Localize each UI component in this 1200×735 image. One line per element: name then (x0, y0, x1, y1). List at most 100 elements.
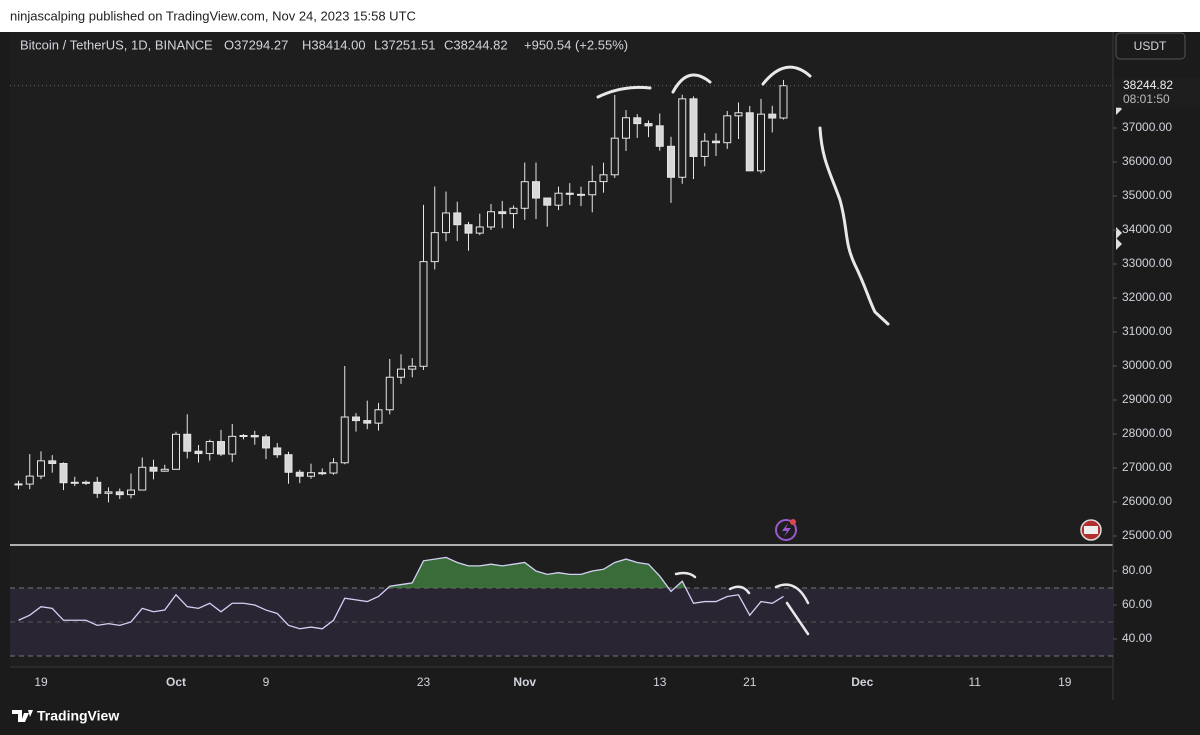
candle-body (655, 125, 664, 147)
x-tick-label: 23 (417, 675, 431, 689)
candle-body (138, 466, 147, 491)
candle-body (588, 181, 597, 196)
candle-body (374, 409, 383, 424)
legend-item: Bitcoin / TetherUS, 1D, BINANCE (20, 37, 213, 52)
candle-body (318, 472, 327, 475)
candle-body (25, 475, 34, 485)
candle-body (543, 197, 552, 206)
candle-body (205, 441, 214, 455)
candle-body (419, 261, 428, 367)
candle-body (183, 433, 192, 452)
candle-body (745, 112, 754, 172)
rsi-line (18, 556, 784, 630)
candle-body (273, 447, 282, 456)
candle-body (464, 224, 473, 234)
x-tick-label: 19 (1058, 675, 1072, 689)
candle-body (442, 212, 450, 234)
y-tick-label: 32000.00 (1122, 290, 1172, 304)
rsi-tick-label: 60.00 (1122, 597, 1152, 611)
candle-body (768, 113, 777, 119)
candle-body (633, 117, 642, 125)
candle-body (509, 207, 518, 215)
candle-body (217, 441, 225, 455)
y-tick-label: 35000.00 (1122, 188, 1172, 202)
price-pane (14, 79, 788, 503)
candle-body (408, 365, 417, 370)
x-tick-label: Dec (851, 675, 873, 689)
hand-drawing (596, 85, 652, 99)
event-icon[interactable] (775, 519, 797, 541)
y-tick-label: 30000.00 (1122, 358, 1172, 372)
candle-body (610, 137, 619, 176)
candle-body (520, 181, 529, 209)
candle-body (352, 416, 360, 422)
x-tick-label: Oct (166, 675, 186, 689)
candle-body (329, 462, 338, 474)
calendar-icon-flag (1084, 526, 1098, 534)
candle-body (723, 115, 732, 144)
x-tick-label: 11 (969, 675, 982, 689)
x-tick-label: Nov (513, 675, 536, 689)
candle-body (678, 98, 687, 178)
rsi-tick-label: 40.00 (1122, 631, 1152, 645)
candle-body (757, 113, 765, 172)
y-tick-label: 26000.00 (1122, 494, 1172, 508)
candle-body (622, 117, 630, 139)
candle-body (228, 435, 237, 455)
candle-body (689, 98, 698, 157)
x-tick-label: 9 (263, 675, 270, 689)
hand-drawing (671, 73, 712, 94)
candle-body (779, 85, 788, 119)
chart-area (10, 32, 1113, 667)
candle-body (194, 450, 203, 455)
y-tick-label: 29000.00 (1122, 392, 1172, 406)
y-tick-label: 37000.00 (1122, 120, 1172, 134)
legend-item: H38414.00 (302, 37, 366, 52)
y-tick-label: 31000.00 (1122, 324, 1172, 338)
hand-drawing (728, 585, 751, 595)
y-tick-label: 33000.00 (1122, 256, 1172, 270)
candle-body (700, 140, 709, 157)
candle-body (262, 436, 270, 449)
candle-body (295, 471, 304, 477)
candle-body (363, 420, 372, 424)
event-icon-dot (790, 519, 796, 525)
candle-body (487, 211, 495, 228)
candle-body (599, 174, 608, 183)
candle-body (734, 112, 743, 117)
candle-body (307, 472, 315, 477)
candle-body (149, 466, 158, 472)
legend-item: C38244.82 (444, 37, 508, 52)
candle-body (475, 226, 484, 234)
hand-drawing (774, 583, 810, 605)
y-tick-label: 34000.00 (1122, 222, 1172, 236)
axis-marker (1116, 227, 1122, 239)
candle-body (712, 140, 720, 144)
candle-body (48, 460, 57, 464)
candle-body (498, 211, 507, 215)
candle-body (93, 481, 102, 494)
hand-drawing (674, 571, 697, 579)
candle-body (250, 435, 259, 438)
y-tick-label: 25000.00 (1122, 528, 1172, 542)
candle-body (59, 462, 68, 484)
x-tick-label: 19 (34, 675, 48, 689)
candle-body (644, 123, 653, 127)
candle-body (554, 192, 563, 206)
y-tick-label: 36000.00 (1122, 154, 1172, 168)
candle-body (565, 192, 574, 195)
currency-label[interactable]: USDT (1134, 39, 1167, 53)
rsi-tick-label: 80.00 (1122, 563, 1152, 577)
rsi-overbought-area (18, 557, 784, 588)
candle-body (127, 489, 135, 496)
y-tick-label: 28000.00 (1122, 426, 1172, 440)
candle-body (82, 481, 90, 484)
legend-item: +950.54 (+2.55%) (524, 37, 628, 52)
candle-body (104, 491, 113, 494)
candle-body (532, 181, 540, 199)
countdown-label: 08:01:50 (1123, 92, 1170, 106)
y-tick-label: 27000.00 (1122, 460, 1172, 474)
currency-button[interactable] (1115, 32, 1186, 60)
